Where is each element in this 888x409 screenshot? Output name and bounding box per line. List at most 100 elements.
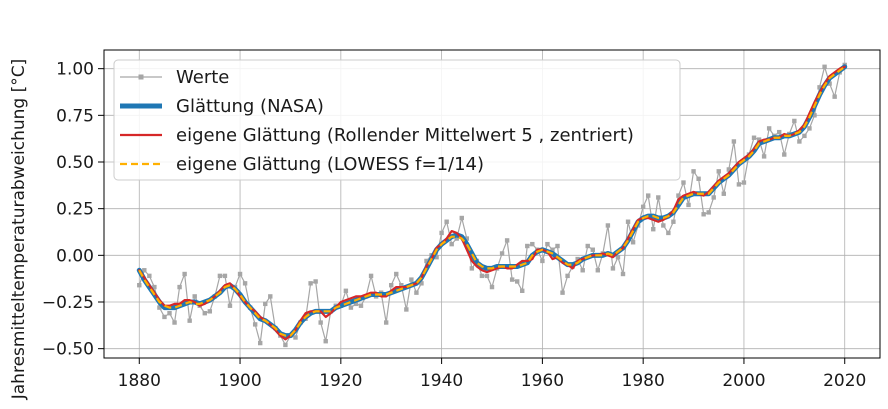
data-point-werte [565, 273, 570, 279]
series-line-rolling-mean [138, 65, 846, 341]
data-point-werte [252, 322, 258, 327]
data-point-werte [504, 238, 510, 243]
data-point-werte [343, 288, 349, 293]
data-point-werte [686, 202, 691, 208]
data-point-werte [177, 284, 182, 290]
data-point-werte [368, 273, 374, 279]
legend-label: eigene Glättung (Rollender Mittelwert 5 … [176, 125, 634, 146]
x-tick-label: 1980 [622, 371, 665, 391]
data-point-werte [696, 176, 701, 181]
x-tick-label: 1960 [521, 371, 564, 391]
data-point-werte [167, 311, 172, 316]
data-point-werte [671, 219, 676, 224]
data-point-werte [832, 94, 837, 99]
data-point-werte [293, 335, 298, 340]
data-point-werte [409, 277, 414, 282]
legend-label: eigene Glättung (LOWESS f=1/14) [176, 154, 484, 175]
data-point-werte [242, 281, 248, 286]
data-point-werte [817, 85, 822, 90]
data-point-werte [182, 271, 187, 277]
data-point-werte [419, 281, 424, 286]
data-point-werte [449, 241, 454, 247]
data-point-werte [605, 223, 611, 228]
data-point-werte [318, 320, 323, 325]
data-point-werte [797, 139, 802, 144]
data-point-werte [807, 126, 812, 131]
data-point-werte [827, 81, 832, 86]
data-point-werte [192, 294, 197, 299]
data-point-werte [595, 268, 601, 273]
data-point-werte [802, 133, 807, 139]
data-point-werte [227, 303, 233, 308]
data-point-werte [656, 195, 661, 200]
data-point-werte [263, 301, 268, 307]
data-point-werte [147, 273, 152, 279]
data-point-werte [434, 255, 439, 260]
data-point-werte [399, 283, 404, 288]
data-point-werte [469, 266, 475, 271]
data-point-werte [258, 340, 263, 346]
y-tick-label: 1.00 [56, 60, 94, 80]
data-point-werte [560, 290, 565, 295]
x-tick-label: 2020 [823, 371, 866, 391]
data-point-werte [651, 227, 656, 232]
data-point-werte [782, 152, 787, 157]
data-point-werte [389, 283, 394, 288]
data-point-werte [525, 243, 530, 249]
data-point-werte [615, 255, 621, 260]
x-tick-label: 1880 [118, 371, 161, 391]
data-point-werte [162, 314, 167, 320]
data-point-werte [157, 305, 162, 310]
data-point-werte [348, 305, 354, 310]
data-point-werte [479, 273, 485, 279]
data-point-werte [172, 320, 177, 325]
data-point-werte [187, 318, 192, 323]
y-tick-label: 0.75 [56, 106, 94, 126]
data-point-werte [726, 167, 732, 172]
y-tick-label: −0.50 [42, 340, 94, 360]
data-point-werte [237, 271, 243, 277]
data-point-werte [383, 320, 389, 325]
data-point-werte [822, 64, 827, 69]
legend-label: Glättung (NASA) [176, 96, 324, 117]
data-point-werte [313, 279, 318, 284]
data-point-werte [358, 303, 364, 308]
data-point-werte [666, 230, 671, 236]
y-tick-label: 0.25 [56, 200, 94, 220]
data-point-werte [308, 281, 313, 286]
data-point-werte [217, 273, 223, 279]
data-point-werte [792, 118, 797, 124]
data-point-werte [484, 273, 490, 279]
data-point-werte [620, 271, 626, 277]
data-point-werte [520, 288, 525, 293]
data-point-werte [268, 294, 273, 299]
legend-marker [138, 74, 144, 80]
data-point-werte [545, 241, 550, 247]
legend: Werte Glättung (NASA) eigene Glättung (Rol… [113, 59, 681, 181]
data-point-werte [454, 236, 459, 241]
data-point-werte [499, 251, 505, 256]
x-tick-label: 1900 [218, 371, 261, 391]
data-point-werte [741, 180, 747, 185]
data-point-werte [751, 135, 757, 140]
y-tick-label: 0.00 [56, 246, 94, 266]
data-point-werte [202, 311, 207, 316]
series-line-lowess [138, 65, 846, 337]
data-point-werte [353, 301, 359, 307]
data-point-werte [575, 256, 580, 262]
tick-layer: 1880 1900 1920 1940 1960 1980 2000 2020 −0.50 −0.… [42, 60, 866, 391]
data-point-werte [756, 137, 762, 142]
data-point-werte [509, 277, 515, 282]
data-point-werte [681, 180, 686, 185]
data-point-werte [444, 219, 449, 224]
x-tick-label: 2000 [722, 371, 765, 391]
data-point-werte [691, 169, 696, 174]
x-tick-label: 1940 [420, 371, 463, 391]
data-point-werte [414, 290, 419, 295]
data-point-werte [152, 284, 157, 290]
data-point-werte [721, 191, 726, 196]
series-layer [136, 62, 848, 348]
y-tick-label: 0.50 [56, 153, 94, 173]
data-point-werte [676, 193, 681, 198]
